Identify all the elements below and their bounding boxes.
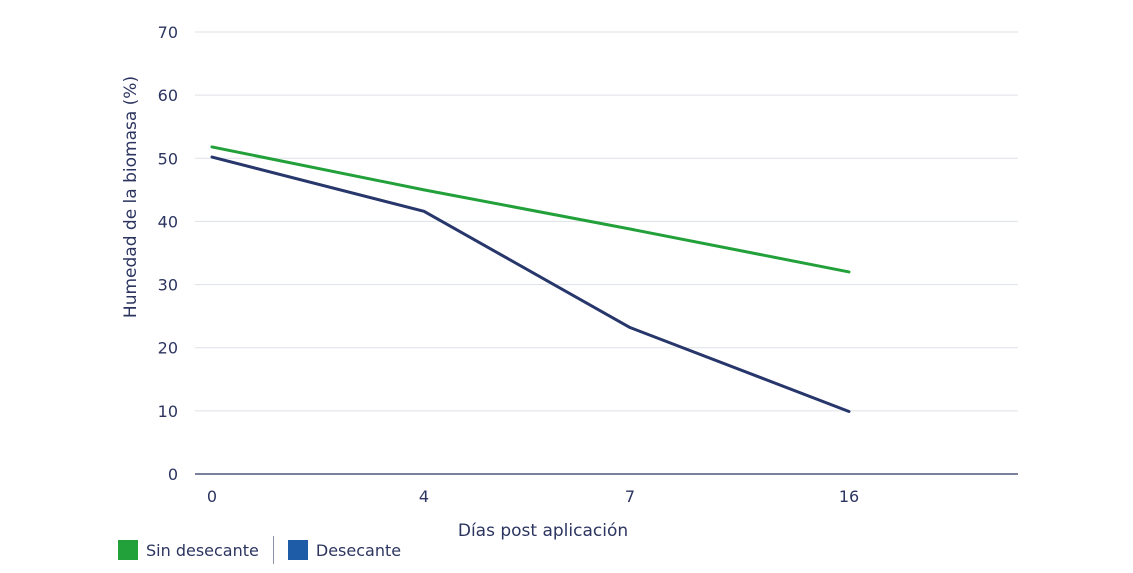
series-line-sin-desecante (210, 145, 851, 274)
series-line-desecante (210, 155, 851, 413)
legend-swatch-desecante (287, 540, 308, 560)
y-tick-label: 10 (158, 402, 178, 421)
x-axis-title: Días post aplicación (458, 521, 628, 541)
y-tick-label: 20 (158, 339, 178, 358)
gridlines (195, 31, 1018, 412)
y-tick-label: 30 (158, 276, 178, 295)
legend-separator (272, 536, 274, 564)
legend: Sin desecante Desecante (118, 536, 401, 564)
y-axis-title: Humedad de la biomasa (%) (121, 76, 141, 318)
legend-item-sin-desecante: Sin desecante (118, 540, 259, 560)
y-axis-ticks: 0 10 20 30 40 50 60 70 (158, 23, 178, 484)
y-tick-label: 0 (168, 465, 178, 484)
x-tick-label: 7 (625, 487, 635, 506)
legend-swatch-sin-desecante (118, 540, 138, 560)
series-lines (210, 145, 851, 413)
x-tick-label: 4 (419, 487, 429, 506)
y-tick-label: 50 (158, 149, 178, 168)
y-tick-label: 40 (158, 212, 178, 231)
x-axis-ticks: 0 4 7 16 (207, 487, 859, 506)
legend-label-sin-desecante: Sin desecante (146, 540, 259, 560)
x-tick-label: 0 (207, 487, 217, 506)
x-tick-label: 16 (839, 487, 859, 506)
legend-item-desecante: Desecante (287, 540, 402, 560)
y-tick-label: 70 (158, 23, 178, 42)
legend-label-desecante: Desecante (315, 540, 402, 560)
y-tick-label: 60 (158, 86, 178, 105)
